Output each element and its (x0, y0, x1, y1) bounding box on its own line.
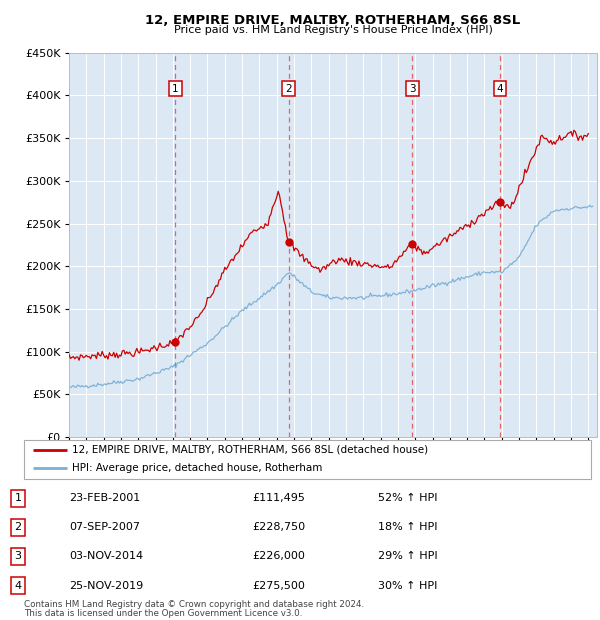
Text: 2: 2 (285, 84, 292, 94)
Text: This data is licensed under the Open Government Licence v3.0.: This data is licensed under the Open Gov… (24, 608, 302, 618)
Text: 2: 2 (14, 522, 22, 533)
Text: 25-NOV-2019: 25-NOV-2019 (69, 580, 143, 591)
Text: 3: 3 (14, 551, 22, 562)
Text: HPI: Average price, detached house, Rotherham: HPI: Average price, detached house, Roth… (72, 463, 323, 473)
Text: £228,750: £228,750 (252, 522, 305, 533)
Text: 12, EMPIRE DRIVE, MALTBY, ROTHERHAM, S66 8SL (detached house): 12, EMPIRE DRIVE, MALTBY, ROTHERHAM, S66… (72, 445, 428, 455)
Text: 12, EMPIRE DRIVE, MALTBY, ROTHERHAM, S66 8SL: 12, EMPIRE DRIVE, MALTBY, ROTHERHAM, S66… (145, 14, 521, 27)
Text: 23-FEB-2001: 23-FEB-2001 (69, 493, 140, 503)
Text: 1: 1 (14, 493, 22, 503)
Text: 30% ↑ HPI: 30% ↑ HPI (378, 580, 437, 591)
Text: 3: 3 (409, 84, 416, 94)
Text: £226,000: £226,000 (252, 551, 305, 562)
Text: £111,495: £111,495 (252, 493, 305, 503)
Text: 4: 4 (497, 84, 503, 94)
Text: 4: 4 (14, 580, 22, 591)
Text: Price paid vs. HM Land Registry's House Price Index (HPI): Price paid vs. HM Land Registry's House … (173, 25, 493, 35)
FancyBboxPatch shape (24, 440, 591, 479)
Text: 29% ↑ HPI: 29% ↑ HPI (378, 551, 437, 562)
Text: £275,500: £275,500 (252, 580, 305, 591)
Text: 52% ↑ HPI: 52% ↑ HPI (378, 493, 437, 503)
Text: 1: 1 (172, 84, 179, 94)
Text: 03-NOV-2014: 03-NOV-2014 (69, 551, 143, 562)
Text: 18% ↑ HPI: 18% ↑ HPI (378, 522, 437, 533)
Text: 07-SEP-2007: 07-SEP-2007 (69, 522, 140, 533)
Text: Contains HM Land Registry data © Crown copyright and database right 2024.: Contains HM Land Registry data © Crown c… (24, 600, 364, 609)
